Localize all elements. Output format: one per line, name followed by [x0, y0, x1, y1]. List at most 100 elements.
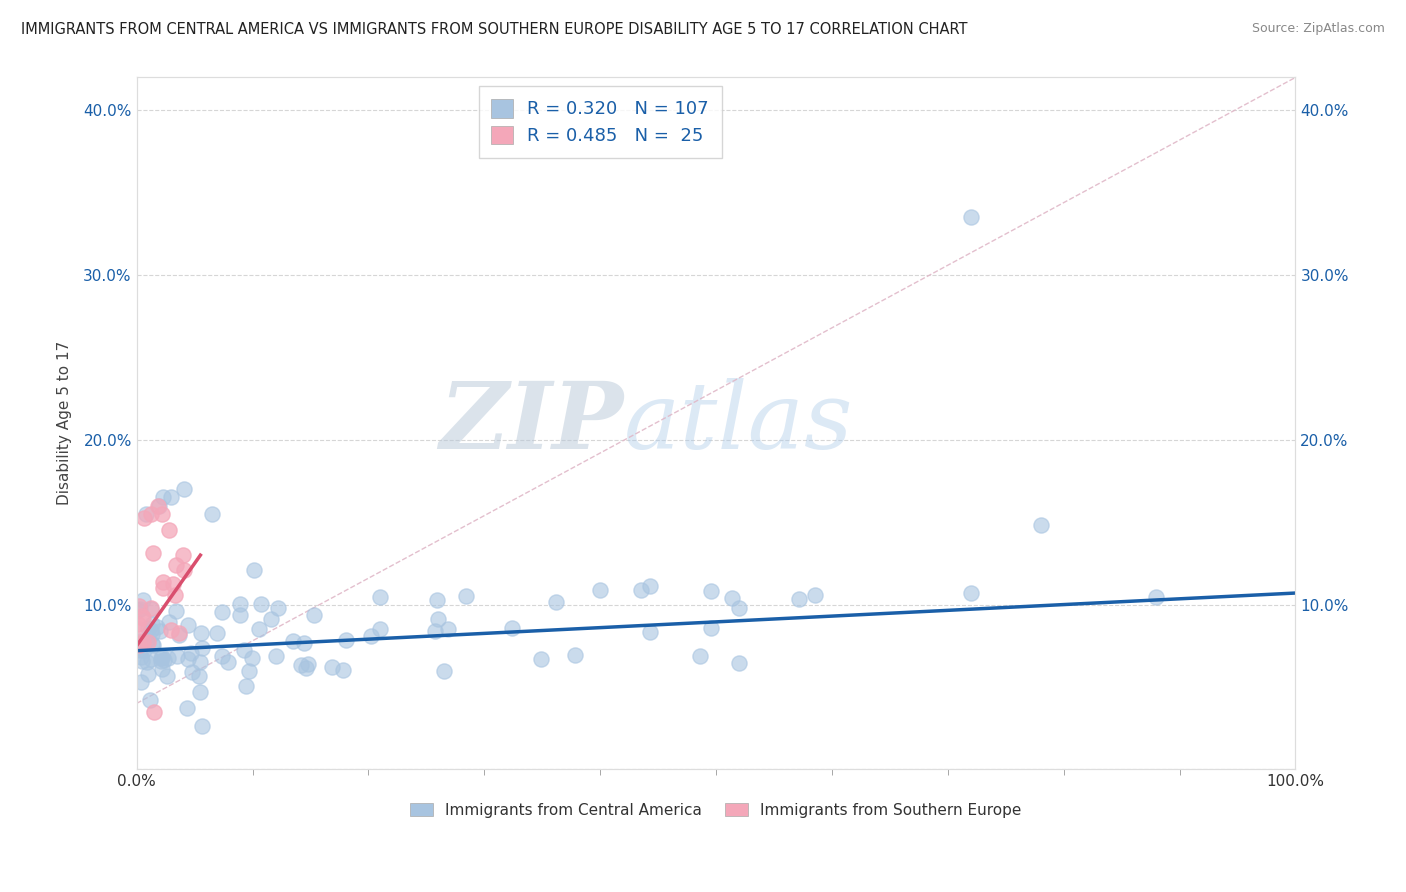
Point: [129, 649, 152, 664]
Point: [302, 607, 325, 622]
Point: [129, 602, 152, 616]
Point: [640, 579, 662, 593]
Point: [150, 662, 173, 676]
Point: [211, 649, 233, 664]
Point: [138, 692, 160, 706]
Point: [332, 663, 354, 677]
Point: [167, 628, 190, 642]
Point: [180, 646, 202, 660]
Point: [132, 611, 155, 625]
Point: [1029, 517, 1052, 532]
Point: [564, 648, 586, 662]
Point: [177, 652, 200, 666]
Point: [143, 705, 166, 719]
Point: [250, 597, 273, 611]
Point: [157, 524, 180, 538]
Point: [789, 592, 811, 607]
Point: [232, 643, 254, 657]
Point: [169, 626, 191, 640]
Point: [165, 604, 187, 618]
Point: [589, 582, 612, 597]
Point: [152, 581, 174, 595]
Point: [128, 638, 150, 652]
Point: [368, 590, 391, 604]
Point: [131, 609, 153, 624]
Point: [136, 655, 159, 669]
Point: [127, 603, 149, 617]
Point: [267, 601, 290, 615]
Point: [260, 612, 283, 626]
Point: [142, 638, 165, 652]
Point: [150, 507, 173, 521]
Point: [141, 636, 163, 650]
Point: [217, 655, 239, 669]
Y-axis label: Disability Age 5 to 17: Disability Age 5 to 17: [58, 342, 72, 506]
Point: [295, 661, 318, 675]
Point: [156, 669, 179, 683]
Point: [960, 586, 983, 600]
Point: [149, 624, 172, 639]
Point: [188, 668, 211, 682]
Point: [138, 621, 160, 635]
Point: [427, 612, 450, 626]
Point: [433, 665, 456, 679]
Point: [127, 617, 149, 632]
Legend: Immigrants from Central America, Immigrants from Southern Europe: Immigrants from Central America, Immigra…: [404, 797, 1028, 824]
Point: [160, 491, 183, 505]
Point: [160, 623, 183, 637]
Point: [240, 650, 263, 665]
Point: [139, 602, 162, 616]
Point: [423, 624, 446, 638]
Point: [426, 593, 449, 607]
Text: IMMIGRANTS FROM CENTRAL AMERICA VS IMMIGRANTS FROM SOUTHERN EUROPE DISABILITY AG: IMMIGRANTS FROM CENTRAL AMERICA VS IMMIG…: [21, 22, 967, 37]
Point: [180, 665, 202, 679]
Point: [321, 660, 343, 674]
Point: [152, 491, 174, 505]
Point: [638, 625, 661, 640]
Point: [128, 633, 150, 648]
Point: [146, 499, 169, 513]
Point: [1144, 590, 1167, 604]
Point: [960, 211, 983, 225]
Text: Source: ZipAtlas.com: Source: ZipAtlas.com: [1251, 22, 1385, 36]
Point: [166, 649, 188, 664]
Point: [132, 592, 155, 607]
Point: [700, 584, 723, 599]
Point: [136, 635, 159, 649]
Point: [157, 650, 180, 665]
Point: [139, 507, 162, 521]
Point: [128, 599, 150, 613]
Point: [153, 653, 176, 667]
Point: [127, 636, 149, 650]
Point: [283, 633, 305, 648]
Point: [191, 719, 214, 733]
Point: [290, 658, 312, 673]
Point: [132, 635, 155, 649]
Point: [127, 622, 149, 636]
Point: [139, 600, 162, 615]
Point: [456, 589, 478, 603]
Point: [172, 548, 194, 562]
Point: [727, 601, 749, 615]
Point: [162, 577, 184, 591]
Point: [165, 558, 187, 572]
Point: [292, 635, 315, 649]
Point: [163, 588, 186, 602]
Point: [146, 620, 169, 634]
Point: [238, 665, 260, 679]
Point: [136, 632, 159, 647]
Point: [235, 679, 257, 693]
Point: [297, 657, 319, 672]
Point: [152, 575, 174, 590]
Point: [149, 651, 172, 665]
Point: [335, 632, 357, 647]
Point: [530, 652, 553, 666]
Point: [141, 617, 163, 632]
Point: [173, 483, 195, 497]
Point: [176, 701, 198, 715]
Point: [266, 649, 288, 664]
Point: [149, 654, 172, 668]
Point: [141, 627, 163, 641]
Point: [190, 640, 212, 655]
Point: [190, 625, 212, 640]
